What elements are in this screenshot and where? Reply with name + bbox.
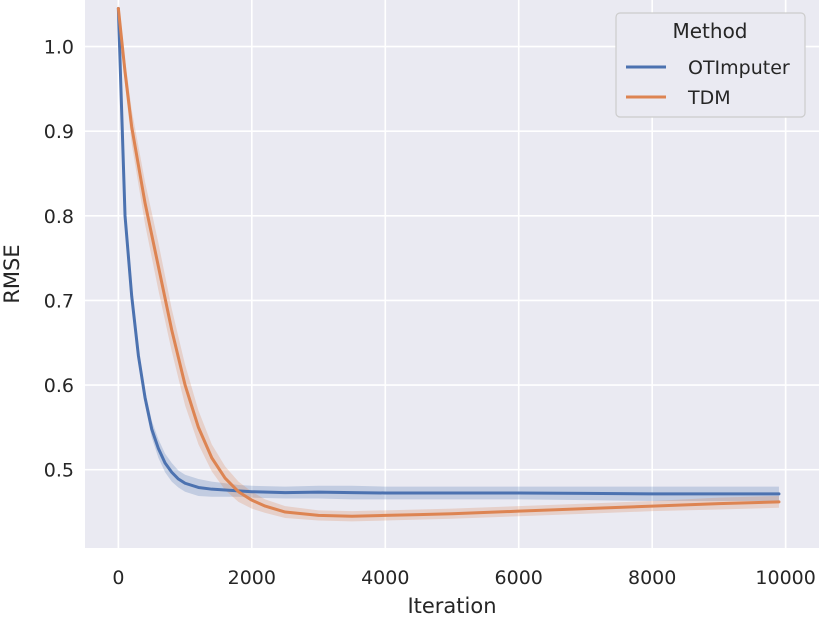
y-tick-label: 0.6 [44,375,74,397]
y-tick-label: 1.0 [44,37,74,59]
grid-lines [85,0,819,548]
x-tick-label: 4000 [361,567,409,589]
legend-box [615,12,806,118]
line-tdm [116,6,781,518]
x-tick-label: 2000 [228,567,276,589]
legend-title: Method [672,19,747,43]
line-otimputer [116,6,781,496]
x-tick-label: 10000 [755,567,815,589]
x-tick-label: 6000 [495,567,543,589]
legend-label-otimputer: OTImputer [688,57,790,79]
legend-label-tdm: TDM [687,87,731,109]
x-tick-label: 8000 [628,567,676,589]
y-tick-labels: 0.5 0.6 0.7 0.8 0.9 1.0 [44,37,74,482]
series-lines [116,6,781,518]
y-tick-label: 0.7 [44,290,74,312]
x-axis-label: Iteration [407,594,496,617]
legend: Method OTImputer TDM [615,12,806,118]
y-axis-label: RMSE [0,244,24,303]
y-tick-label: 0.8 [44,206,74,228]
x-tick-labels: 0 2000 4000 6000 8000 10000 [112,567,816,589]
x-tick-label: 0 [112,567,124,589]
y-tick-label: 0.5 [44,460,74,482]
y-tick-label: 0.9 [44,121,74,143]
